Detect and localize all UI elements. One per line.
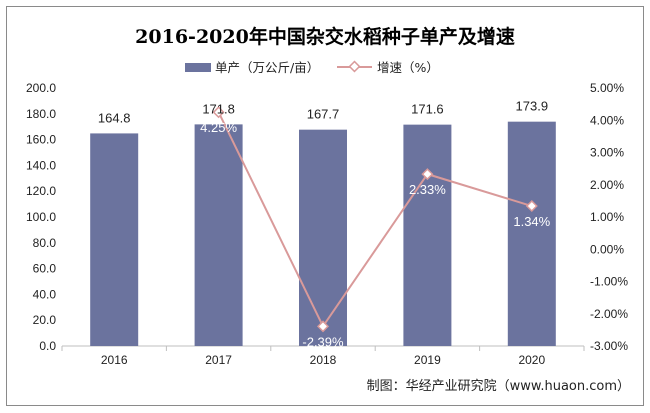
y-left-tick-label: 20.0 xyxy=(33,313,57,327)
axes: 0.0 20.0 40.0 60.0 80.0 100.0 120.0 140.0 160.0 1… xyxy=(26,81,628,367)
y-right-tick-label: 5.00% xyxy=(590,81,624,95)
y-right-tick-label: 4.00% xyxy=(590,113,624,127)
x-tick-label: 2017 xyxy=(205,353,232,367)
bar xyxy=(299,129,347,346)
source-note: 制图：华经产业研究院（www.huaon.com） xyxy=(367,379,630,394)
growth-value-label: 4.25% xyxy=(200,120,237,135)
legend-label-line: 增速（%） xyxy=(377,60,439,75)
y-right-tick-label: -2.00% xyxy=(590,307,628,321)
chart-svg: 2016-2020年中国杂交水稻种子单产及增速 单产（万公斤/亩） 增速（%） … xyxy=(26,25,630,394)
growth-line xyxy=(212,106,538,333)
legend-label-bar: 单产（万公斤/亩） xyxy=(215,60,319,75)
bar-value-label: 171.8 xyxy=(202,101,235,116)
y-right-tick-label: 0.00% xyxy=(590,242,624,256)
growth-line-path xyxy=(217,111,533,329)
y-right-tick-label: 3.00% xyxy=(590,146,624,160)
y-right-tick-label: -3.00% xyxy=(590,339,628,353)
y-left-tick-label: 120.0 xyxy=(26,184,56,198)
growth-value-label: 1.34% xyxy=(513,214,550,229)
bar xyxy=(90,133,139,346)
growth-value-label: 2.33% xyxy=(409,182,446,197)
x-tick-label: 2019 xyxy=(414,353,441,367)
x-tick-label: 2020 xyxy=(518,353,545,367)
chart-frame: 2016-2020年中国杂交水稻种子单产及增速 单产（万公斤/亩） 增速（%） … xyxy=(6,6,644,406)
growth-point xyxy=(421,168,434,181)
data-labels: 164.8 171.8 167.7 171.6 173.9 4.25% -2.39% 2.33… xyxy=(98,99,551,350)
x-tick-label: 2016 xyxy=(101,353,128,367)
bar xyxy=(507,121,556,346)
y-left-tick-label: 40.0 xyxy=(33,287,57,301)
growth-point xyxy=(212,106,225,119)
legend: 单产（万公斤/亩） 增速（%） xyxy=(185,60,439,75)
bar xyxy=(403,124,452,346)
chart-title: 2016-2020年中国杂交水稻种子单产及增速 xyxy=(135,25,515,48)
y-left-tick-label: 160.0 xyxy=(26,133,56,147)
y-right-tick-label: -1.00% xyxy=(590,275,628,289)
y-left-tick-label: 80.0 xyxy=(33,236,57,250)
bar xyxy=(194,124,243,347)
y-left-tick-label: 180.0 xyxy=(26,107,56,121)
y-left-tick-label: 200.0 xyxy=(26,81,56,95)
bar-value-label: 164.8 xyxy=(98,110,131,125)
y-left-tick-label: 140.0 xyxy=(26,158,56,172)
y-left-tick-label: 0.0 xyxy=(39,339,56,353)
growth-point xyxy=(316,320,330,333)
y-right-tick-label: 2.00% xyxy=(590,178,624,192)
legend-swatch-marker xyxy=(348,60,361,73)
bar-value-label: 171.6 xyxy=(411,102,444,117)
bars xyxy=(90,121,556,347)
bar-value-label: 173.9 xyxy=(516,99,549,114)
legend-swatch-bar xyxy=(185,63,211,72)
y-left-tick-label: 60.0 xyxy=(33,262,57,276)
y-right-tick-label: 1.00% xyxy=(590,210,624,224)
growth-value-label: -2.39% xyxy=(302,334,344,349)
x-tick-label: 2018 xyxy=(310,353,337,367)
bar-value-label: 167.7 xyxy=(307,107,340,122)
y-left-tick-label: 100.0 xyxy=(26,210,56,224)
growth-point xyxy=(525,200,538,213)
